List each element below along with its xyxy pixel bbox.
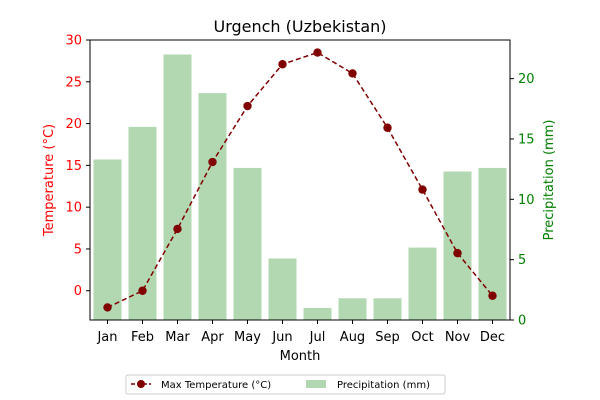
legend-bar-sample xyxy=(306,380,326,388)
temperature-point-nov xyxy=(453,248,462,258)
legend-label-precipitation: Precipitation (mm) xyxy=(337,380,430,391)
x-tick-label-jun: Jun xyxy=(271,330,292,345)
y-left-tick-label: 25 xyxy=(65,75,82,90)
bars-layer xyxy=(93,54,507,321)
x-tick-label-feb: Feb xyxy=(131,330,154,345)
temperature-point-oct xyxy=(418,185,427,194)
precipitation-bar-jan xyxy=(93,159,122,320)
temperature-line xyxy=(107,51,494,309)
legend-marker-sample xyxy=(137,380,145,388)
x-axis: Jan Feb Mar Apr May Jun Jul Aug Sep Oct Nov Dec xyxy=(96,320,505,345)
temperature-point-mar xyxy=(173,224,182,234)
line-layer xyxy=(103,48,497,312)
precipitation-bar-nov xyxy=(443,171,472,320)
legend-label-temperature: Max Temperature (°C) xyxy=(161,380,271,391)
x-axis-title: Month xyxy=(280,349,321,364)
precipitation-bar-sep xyxy=(373,298,402,320)
x-tick-label-aug: Aug xyxy=(340,330,365,345)
x-tick-label-nov: Nov xyxy=(445,330,471,345)
temperature-point-jan xyxy=(103,303,112,312)
precipitation-bar-may xyxy=(233,167,262,320)
legend: Max Temperature (°C) Precipitation (mm) xyxy=(125,374,446,395)
y-right-tick-label: 5 xyxy=(518,253,526,268)
temperature-point-feb xyxy=(138,286,147,295)
x-tick-label-jul: Jul xyxy=(309,330,326,345)
y-left-axis-title: Temperature (°C) xyxy=(42,124,57,237)
temperature-point-apr xyxy=(208,157,217,167)
x-tick-label-dec: Dec xyxy=(480,330,505,345)
temperature-point-jun xyxy=(278,60,287,69)
x-tick-label-may: May xyxy=(234,330,261,345)
y-left-tick-label: 30 xyxy=(65,34,82,49)
precipitation-bar-mar xyxy=(163,54,192,320)
precipitation-bar-jun xyxy=(268,258,297,320)
temperature-point-sep xyxy=(383,123,392,132)
precipitation-bar-oct xyxy=(408,247,437,320)
chart-title: Urgench (Uzbekistan) xyxy=(213,17,386,36)
precipitation-bar-apr xyxy=(198,93,227,320)
x-tick-label-sep: Sep xyxy=(375,330,400,345)
x-tick-label-apr: Apr xyxy=(201,330,224,345)
x-tick-label-jan: Jan xyxy=(96,330,117,345)
precipitation-bar-jul xyxy=(303,307,332,320)
x-tick-label-mar: Mar xyxy=(165,330,190,345)
temperature-point-may xyxy=(243,101,252,111)
y-left-tick-label: 5 xyxy=(74,242,82,257)
temperature-point-dec xyxy=(488,291,497,300)
plot-frame xyxy=(89,39,511,321)
y-left-tick-label: 15 xyxy=(65,159,82,174)
x-tick-label-oct: Oct xyxy=(411,330,433,345)
y-right-tick-label: 20 xyxy=(518,72,535,87)
temperature-point-aug xyxy=(348,69,357,78)
right-axis: 0 5 10 15 20 xyxy=(510,72,535,329)
y-left-tick-label: 0 xyxy=(74,284,82,299)
left-axis: 0 5 10 15 20 25 30 xyxy=(65,34,90,299)
y-left-tick-label: 20 xyxy=(65,117,82,132)
y-right-axis-title: Precipitation (mm) xyxy=(542,120,557,241)
y-right-tick-label: 0 xyxy=(518,314,526,329)
y-right-tick-label: 15 xyxy=(518,132,535,147)
y-left-tick-label: 10 xyxy=(65,201,82,216)
precipitation-bar-aug xyxy=(338,298,367,320)
temperature-point-jul xyxy=(313,48,322,57)
legend-frame xyxy=(125,374,446,395)
y-right-tick-label: 10 xyxy=(518,193,535,208)
